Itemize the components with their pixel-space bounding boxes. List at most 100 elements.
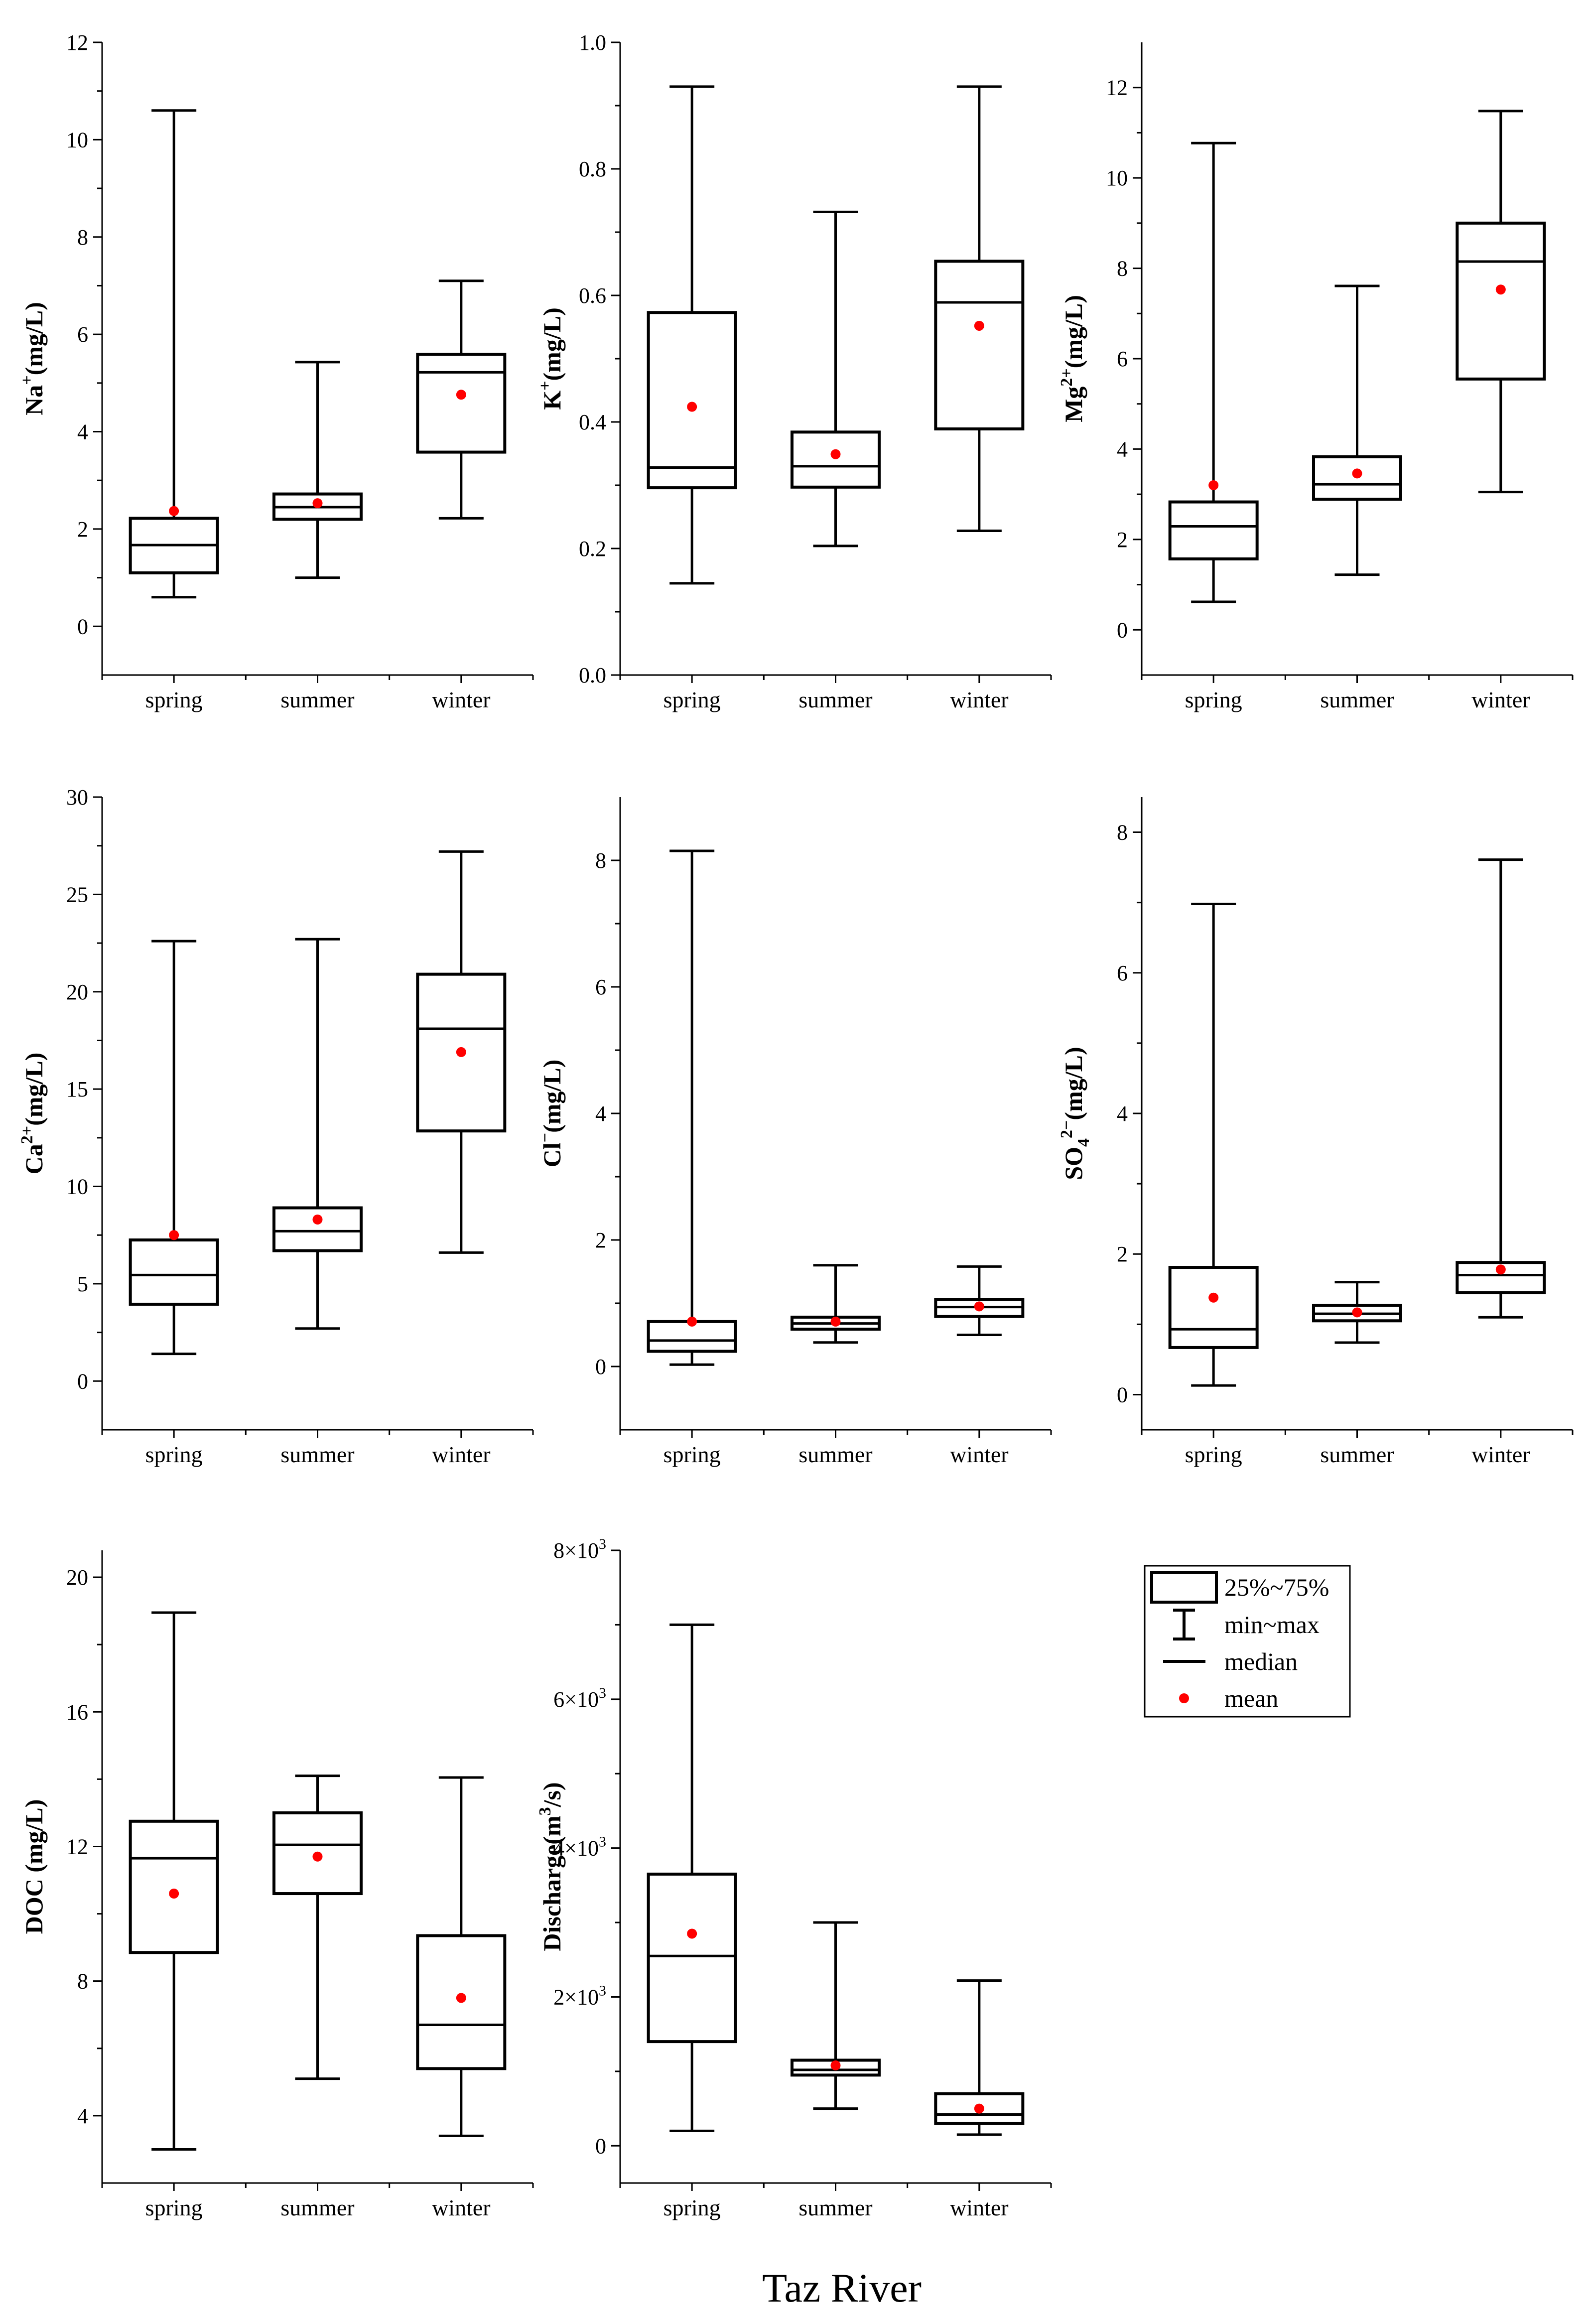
- mean-point: [830, 449, 841, 459]
- y-tick-label: 2: [77, 517, 88, 542]
- y-axis-label: Na+(mg/L): [18, 302, 48, 415]
- mean-point: [687, 402, 697, 412]
- mean-point: [1352, 468, 1362, 479]
- figure-title: Taz River: [762, 2265, 922, 2311]
- iqr-box: [416, 972, 507, 1133]
- mean-point: [687, 1316, 697, 1327]
- mean-point: [456, 1047, 466, 1057]
- y-tick-label: 10: [1106, 166, 1128, 190]
- y-tick-label: 2×103: [553, 1982, 606, 2009]
- legend-box-symbol: [1150, 1571, 1218, 1604]
- box-spring: [129, 940, 219, 1356]
- iqr-box: [272, 1811, 363, 1896]
- x-tick-label: summer: [798, 687, 872, 712]
- box-winter: [934, 85, 1025, 532]
- panel-7: 4 8 12 16 20 spring summer winter DOC (mg/L): [20, 1550, 534, 2220]
- y-tick-label: 8×103: [553, 1536, 606, 1563]
- x-tick-label: spring: [145, 2195, 203, 2220]
- y-tick-label: 0.8: [579, 157, 606, 181]
- x-tick-label: winter: [950, 687, 1009, 712]
- y-tick-label: 16: [66, 1700, 88, 1724]
- mean-point: [169, 506, 179, 516]
- box-summer: [791, 1921, 881, 2110]
- panel-4: 0 5 10 15 20 25 30 spring summer winter Ca2+(mg/L): [18, 785, 534, 1467]
- panel-1: 0 2 4 6 8 10 12 spring summer winter Na+(mg/L): [18, 30, 534, 712]
- mean-point: [1208, 1292, 1219, 1303]
- box-spring: [647, 1623, 737, 2132]
- y-tick-label: 0: [1117, 618, 1128, 642]
- box-winter: [416, 279, 507, 520]
- y-axis-label: DOC (mg/L): [20, 1799, 48, 1934]
- panel-8: 0 2×103 4×103 6×103 8×103 spring summer winter D…: [536, 1536, 1052, 2220]
- x-tick-label: winter: [1471, 1442, 1530, 1467]
- mean-point: [974, 320, 984, 331]
- y-tick-label: 8: [595, 848, 606, 873]
- y-tick-label: 0: [595, 2134, 606, 2158]
- box-winter: [1456, 858, 1546, 1319]
- mean-point: [974, 1301, 984, 1312]
- y-tick-label: 8: [1117, 820, 1128, 845]
- y-tick-label: 12: [66, 30, 88, 55]
- y-tick-label: 12: [66, 1834, 88, 1859]
- y-tick-label: 5: [77, 1272, 88, 1296]
- mean-point: [974, 2103, 984, 2114]
- x-tick-label: summer: [1320, 687, 1394, 712]
- legend-median-label: median: [1224, 1647, 1298, 1675]
- mean-point: [312, 1214, 323, 1225]
- box-summer: [791, 210, 881, 547]
- iqr-box: [791, 2058, 881, 2077]
- x-tick-label: winter: [432, 2195, 491, 2220]
- y-tick-label: 4: [1117, 1101, 1128, 1126]
- mean-point: [312, 1851, 323, 1862]
- x-tick-label: summer: [280, 1442, 354, 1467]
- x-tick-label: spring: [663, 2195, 721, 2220]
- iqr-box: [129, 1238, 219, 1306]
- mean-point: [1208, 480, 1219, 490]
- box-summer: [1312, 1281, 1402, 1344]
- y-axis-label: K+(mg/L): [536, 307, 566, 410]
- iqr-box: [934, 260, 1025, 430]
- x-tick-label: spring: [663, 687, 721, 712]
- x-tick-label: spring: [145, 1442, 203, 1467]
- legend-box-label: 25%~75%: [1224, 1573, 1329, 1601]
- iqr-box: [647, 1872, 737, 2044]
- box-spring: [129, 109, 219, 599]
- box-spring: [647, 849, 737, 1366]
- y-tick-label: 8: [77, 1969, 88, 1994]
- x-tick-label: winter: [1471, 687, 1530, 712]
- y-tick-label: 4: [595, 1101, 606, 1126]
- y-tick-label: 6: [1117, 961, 1128, 985]
- mean-point: [830, 2060, 841, 2070]
- x-tick-label: summer: [798, 1442, 872, 1467]
- y-tick-label: 12: [1106, 76, 1128, 100]
- y-tick-label: 6: [1117, 347, 1128, 371]
- box-summer: [1312, 284, 1402, 576]
- y-tick-label: 1.0: [579, 30, 606, 55]
- y-tick-label: 10: [66, 128, 88, 152]
- box-spring: [129, 1611, 219, 2151]
- y-tick-label: 4: [77, 420, 88, 444]
- y-tick-label: 0.0: [579, 663, 606, 687]
- iqr-box: [129, 1819, 219, 1954]
- iqr-box: [416, 353, 507, 454]
- y-tick-label: 25: [66, 882, 88, 907]
- panel-2: 0.0 0.2 0.4 0.6 0.8 1.0 spring summer winter K+(m…: [536, 30, 1052, 712]
- legend-mean-symbol: [1179, 1693, 1189, 1703]
- y-tick-label: 0: [77, 614, 88, 639]
- box-spring: [1168, 141, 1259, 603]
- iqr-box: [934, 2092, 1025, 2125]
- mean-point: [687, 1928, 697, 1939]
- box-winter: [934, 1265, 1025, 1336]
- y-tick-label: 0: [1117, 1382, 1128, 1407]
- y-tick-label: 4×103: [553, 1834, 606, 1861]
- y-axis-label: Cl−(mg/L): [536, 1060, 566, 1168]
- y-tick-label: 2: [1117, 528, 1128, 552]
- mean-point: [169, 1889, 179, 1899]
- x-tick-label: summer: [280, 2195, 354, 2220]
- mean-point: [1495, 1264, 1506, 1275]
- y-tick-label: 0: [595, 1355, 606, 1379]
- mean-point: [1495, 284, 1506, 295]
- mean-point: [830, 1316, 841, 1327]
- iqr-box: [1456, 1261, 1546, 1294]
